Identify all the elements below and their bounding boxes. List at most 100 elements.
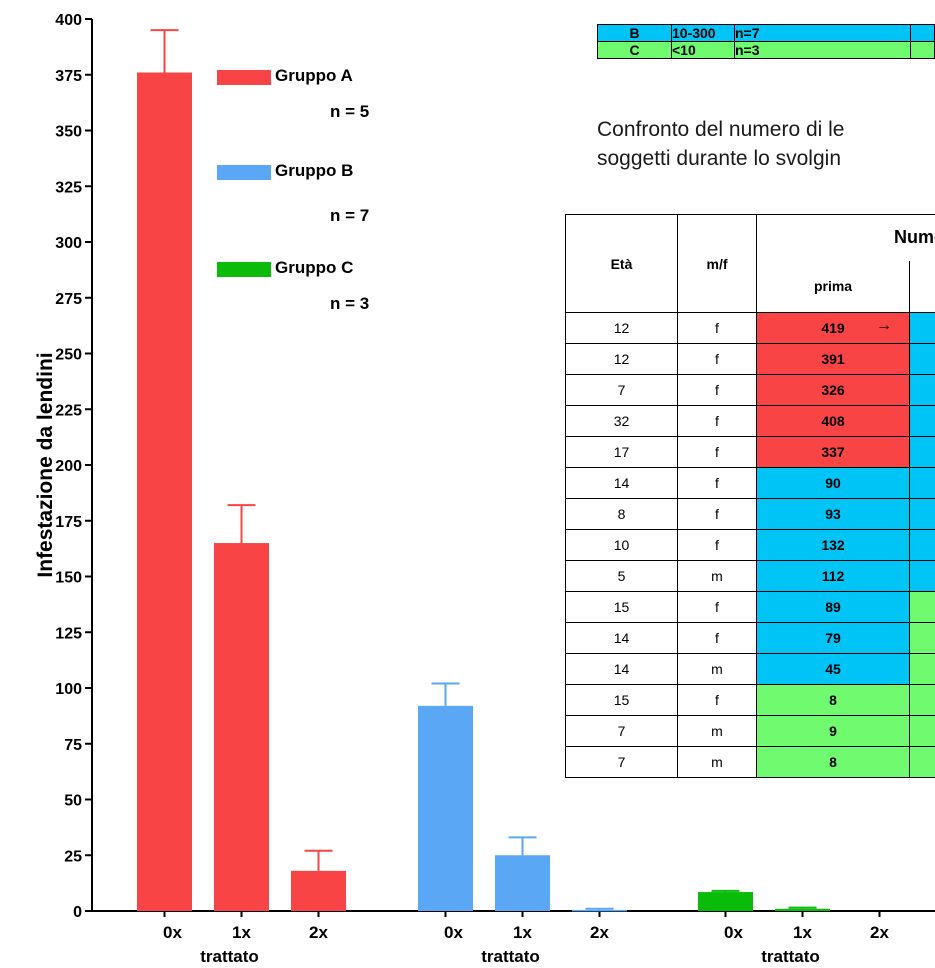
header-before: prima (756, 260, 910, 313)
age-cell: 17 (565, 436, 678, 468)
legend-n-group-c: n = 3 (330, 294, 370, 313)
age-cell: 14 (565, 653, 678, 685)
legend-n-group-b: n = 7 (330, 206, 370, 225)
legend-label-group-a: Gruppo A (275, 66, 353, 85)
y-tick-label: 75 (64, 737, 82, 754)
group-table-row: C <10 n=3 (597, 41, 935, 59)
age-cell: 5 (565, 560, 678, 592)
n-cell: n=7 (734, 24, 911, 42)
bar (572, 909, 627, 912)
sex-cell: m (677, 746, 757, 778)
bar (137, 72, 192, 911)
sex-cell: f (677, 591, 757, 623)
sex-cell: f (677, 684, 757, 716)
table-row: 12 f 419 → (565, 312, 935, 344)
x-tick-label: 2x (870, 923, 889, 942)
legend-n-group-a: n = 5 (330, 102, 370, 121)
table-row: 12 f 391 (565, 343, 935, 375)
age-cell: 32 (565, 405, 678, 437)
table-row: 15 f 8 (565, 684, 935, 716)
table-row: 14 f 79 (565, 622, 935, 654)
before-cell: 89 (756, 591, 910, 623)
legend-swatch-group-b (217, 165, 271, 180)
x-tick-label: 2x (590, 923, 609, 942)
age-cell: 15 (565, 684, 678, 716)
before-cell: 419 (756, 312, 910, 344)
sex-cell: m (677, 653, 757, 685)
before-cell: 337 (756, 436, 910, 468)
before-cell: 90 (756, 467, 910, 499)
group-x-label: trattato (481, 947, 540, 966)
after-cell (909, 467, 935, 499)
after-cell (909, 653, 935, 685)
sex-cell: f (677, 343, 757, 375)
group-table-row: B 10-300 n=7 (597, 24, 935, 42)
table-row: 14 f 90 (565, 467, 935, 499)
x-tick-label: 0x (444, 923, 463, 942)
after-cell (909, 684, 935, 716)
table-row: 7 f 326 (565, 374, 935, 406)
age-cell: 7 (565, 374, 678, 406)
x-tick-label: 0x (724, 923, 743, 942)
before-cell: 8 (756, 746, 910, 778)
after-cell (909, 746, 935, 778)
after-cell (909, 498, 935, 530)
header-sex: m/f (677, 214, 757, 313)
after-cell (909, 560, 935, 592)
table-row: 17 f 337 (565, 436, 935, 468)
after-cell (909, 622, 935, 654)
before-cell: 79 (756, 622, 910, 654)
range-cell: <10 (671, 41, 735, 59)
age-cell: 14 (565, 467, 678, 499)
y-tick-label: 375 (55, 68, 82, 85)
x-tick-label: 2x (309, 923, 328, 942)
before-cell: 112 (756, 560, 910, 592)
age-cell: 7 (565, 746, 678, 778)
y-tick-label: 350 (55, 124, 82, 141)
sex-cell: f (677, 405, 757, 437)
after-cell: → (876, 312, 935, 344)
y-tick-label: 275 (55, 291, 82, 308)
legend-swatch-group-c (217, 262, 271, 277)
group-x-label: trattato (200, 947, 259, 966)
group-x-label: trattato (761, 947, 820, 966)
sex-cell: f (677, 467, 757, 499)
header-age: Età (565, 214, 678, 313)
before-cell: 408 (756, 405, 910, 437)
after-cell (909, 405, 935, 437)
age-cell: 10 (565, 529, 678, 561)
age-cell: 7 (565, 715, 678, 747)
sex-cell: f (677, 374, 757, 406)
x-tick-label: 1x (232, 923, 251, 942)
before-cell: 132 (756, 529, 910, 561)
x-tick-label: 1x (793, 923, 812, 942)
before-cell: 9 (756, 715, 910, 747)
range-cell: 10-300 (671, 24, 735, 42)
y-tick-label: 325 (55, 179, 82, 196)
table-row: 10 f 132 (565, 529, 935, 561)
y-tick-label: 150 (55, 570, 82, 587)
y-tick-label: 100 (55, 681, 82, 698)
age-cell: 14 (565, 622, 678, 654)
y-tick-label: 125 (55, 625, 82, 642)
table-row: 32 f 408 (565, 405, 935, 437)
sex-cell: m (677, 715, 757, 747)
before-cell: 93 (756, 498, 910, 530)
age-cell: 15 (565, 591, 678, 623)
y-tick-label: 175 (55, 514, 82, 531)
sex-cell: f (677, 529, 757, 561)
header-after (909, 260, 935, 313)
y-tick-label: 300 (55, 235, 82, 252)
y-tick-label: 25 (64, 848, 82, 865)
age-cell: 12 (565, 312, 678, 344)
spacer-cell (910, 24, 935, 42)
x-tick-label: 1x (513, 923, 532, 942)
sex-cell: f (677, 436, 757, 468)
y-tick-label: 50 (64, 793, 82, 810)
before-cell: 326 (756, 374, 910, 406)
group-cell: C (597, 41, 672, 59)
age-cell: 8 (565, 498, 678, 530)
legend-label-group-b: Gruppo B (275, 161, 354, 180)
